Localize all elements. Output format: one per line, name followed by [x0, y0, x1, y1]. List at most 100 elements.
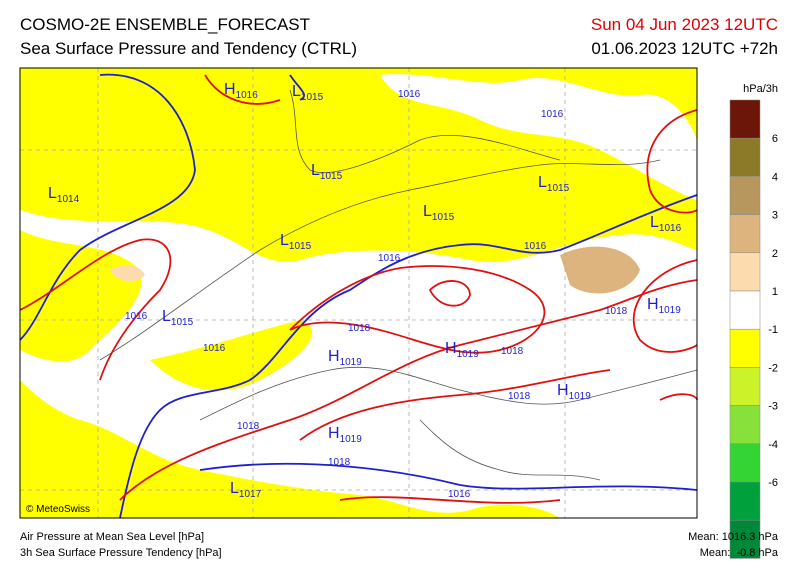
center-letter: H: [328, 425, 340, 442]
footer-line: 3h Sea Surface Pressure Tendency [hPa]: [20, 547, 222, 559]
tendency-area: [20, 70, 119, 150]
isobar-label: 1016: [448, 489, 471, 500]
legend-label: 3: [772, 210, 778, 222]
center-value: 1015: [301, 92, 324, 103]
center-value: 1019: [457, 349, 480, 360]
run-time: 01.06.2023 12UTC +72h: [591, 39, 778, 58]
isobar-label: 1018: [348, 323, 371, 334]
subtitle: Sea Surface Pressure and Tendency (CTRL): [20, 39, 357, 58]
isobar-label: 1018: [605, 306, 628, 317]
center-value: 1015: [171, 317, 194, 328]
legend-swatch: [729, 519, 761, 559]
legend-swatch: [729, 405, 761, 445]
isobar-label: 1016: [541, 109, 564, 120]
legend-swatch: [729, 99, 761, 139]
center-value: 1015: [547, 183, 570, 194]
pressure-center: L1015: [162, 308, 194, 328]
pressure-center: H1019: [445, 340, 479, 360]
footer-line: Air Pressure at Mean Sea Level [hPa]: [20, 531, 204, 543]
pressure-center: L1015: [292, 83, 324, 103]
legend-label: 2: [772, 248, 778, 260]
tendency-area: [380, 74, 697, 200]
legend-swatch: [729, 481, 761, 521]
center-letter: L: [280, 232, 289, 249]
legend-swatch: [729, 137, 761, 177]
graticule: [20, 68, 697, 518]
tendency-area: [560, 246, 640, 294]
legend-swatch: [729, 252, 761, 292]
legend-swatch: [729, 214, 761, 254]
isobar-label: 1018: [501, 346, 524, 357]
pressure-center: L1015: [311, 162, 343, 182]
legend-swatch: [729, 367, 761, 406]
isobar-label: 1016: [524, 241, 547, 252]
legend-swatch: [729, 328, 761, 368]
valid-time: Sun 04 Jun 2023 12UTC: [591, 15, 778, 34]
center-value: 1019: [659, 305, 682, 316]
center-letter: L: [230, 480, 239, 497]
isobar-label: 1016: [378, 253, 401, 264]
center-value: 1015: [320, 171, 343, 182]
pressure-center: L1015: [280, 232, 312, 252]
isobar-label: 1018: [328, 457, 351, 468]
legend-label: -2: [768, 362, 778, 374]
center-value: 1016: [236, 90, 259, 101]
title: COSMO-2E ENSEMBLE_FORECAST: [20, 15, 310, 34]
isobar-label: 1016: [125, 311, 148, 322]
legend-swatch: [729, 443, 761, 483]
center-letter: H: [647, 296, 659, 313]
center-letter: L: [311, 162, 320, 179]
legend-label: 6: [772, 133, 778, 145]
center-letter: H: [328, 348, 340, 365]
legend-swatch: [729, 290, 761, 330]
center-letter: L: [162, 308, 171, 325]
center-letter: L: [48, 185, 57, 202]
pressure-center: L1016: [650, 214, 682, 234]
center-value: 1014: [57, 194, 80, 205]
isobars: [19, 73, 698, 519]
center-letter: H: [224, 81, 236, 98]
center-value: 1019: [340, 434, 363, 445]
pressure-center: H1016: [224, 81, 258, 101]
center-letter: H: [557, 382, 569, 399]
center-value: 1015: [432, 212, 455, 223]
legend-label: -6: [768, 477, 778, 489]
center-letter: H: [445, 340, 457, 357]
legend-label: -4: [768, 439, 778, 451]
isobar-label: 1016: [203, 343, 226, 354]
copyright: © MeteoSwiss: [26, 504, 90, 515]
pressure-center: L1015: [538, 174, 570, 194]
center-value: 1019: [340, 357, 363, 368]
legend-label: 4: [772, 171, 778, 183]
isobar-label: 1018: [508, 391, 531, 402]
pressure-center: L1017: [230, 480, 262, 500]
legend-label: -3: [768, 401, 778, 413]
isobar-label: 1016: [398, 89, 421, 100]
center-value: 1019: [569, 391, 592, 402]
center-letter: L: [650, 214, 659, 231]
pressure-center: H1019: [647, 296, 681, 316]
legend-unit: hPa/3h: [743, 83, 778, 95]
center-letter: L: [538, 174, 547, 191]
legend-label: 1: [772, 286, 778, 298]
center-value: 1016: [659, 223, 682, 234]
tendency-area: [20, 230, 142, 362]
tendency-area: [150, 320, 313, 391]
legend: 6 4 3 2 1 -1 -2 -3 -4 -6: [729, 99, 778, 559]
isobar-label: 1018: [237, 421, 260, 432]
center-letter: L: [292, 83, 301, 100]
tendency-area: [110, 265, 145, 282]
legend-swatch: [729, 176, 761, 215]
map-frame: [19, 67, 698, 519]
legend-label: -1: [768, 324, 778, 336]
pressure-center: L1014: [48, 185, 80, 205]
pressure-center: H1019: [328, 425, 362, 445]
center-value: 1017: [239, 489, 262, 500]
center-value: 1015: [289, 241, 312, 252]
pressure-center: H1019: [328, 348, 362, 368]
borders: [99, 89, 698, 481]
pressure-center: L1015: [423, 203, 455, 223]
